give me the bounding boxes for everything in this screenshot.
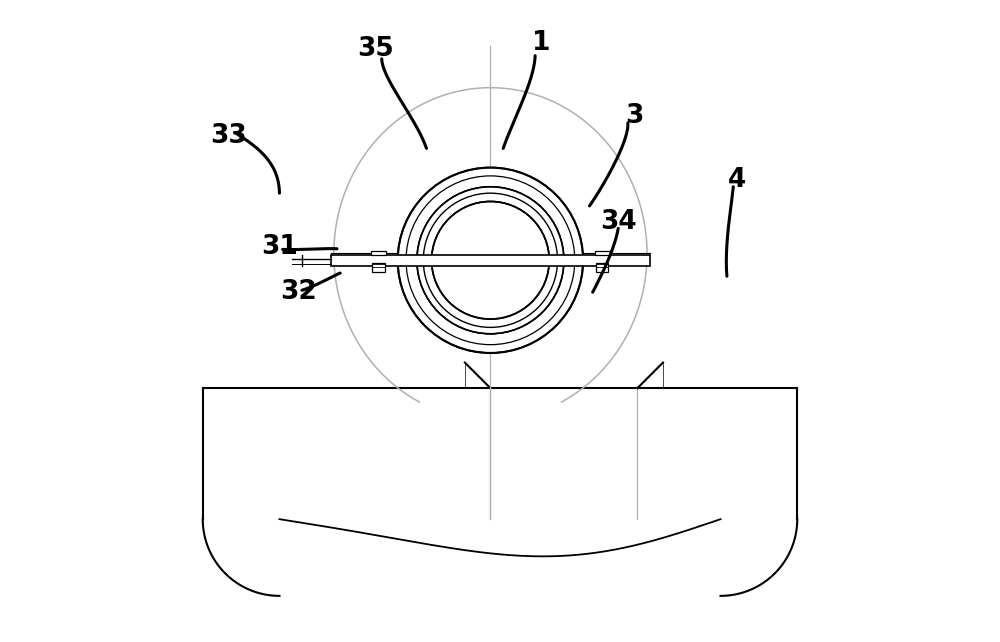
FancyBboxPatch shape xyxy=(595,251,610,255)
Text: 33: 33 xyxy=(210,123,247,149)
Text: 1: 1 xyxy=(532,30,551,56)
Text: 32: 32 xyxy=(280,279,317,305)
Ellipse shape xyxy=(432,202,549,319)
Text: 31: 31 xyxy=(261,234,298,261)
FancyBboxPatch shape xyxy=(331,255,650,266)
FancyBboxPatch shape xyxy=(596,263,608,272)
Wedge shape xyxy=(417,187,564,334)
Text: 35: 35 xyxy=(357,37,394,62)
Text: 4: 4 xyxy=(727,168,746,193)
FancyBboxPatch shape xyxy=(372,263,385,272)
Text: 34: 34 xyxy=(600,209,637,235)
Ellipse shape xyxy=(398,168,583,353)
FancyBboxPatch shape xyxy=(371,251,386,255)
Text: 3: 3 xyxy=(625,103,643,130)
Ellipse shape xyxy=(417,187,564,334)
